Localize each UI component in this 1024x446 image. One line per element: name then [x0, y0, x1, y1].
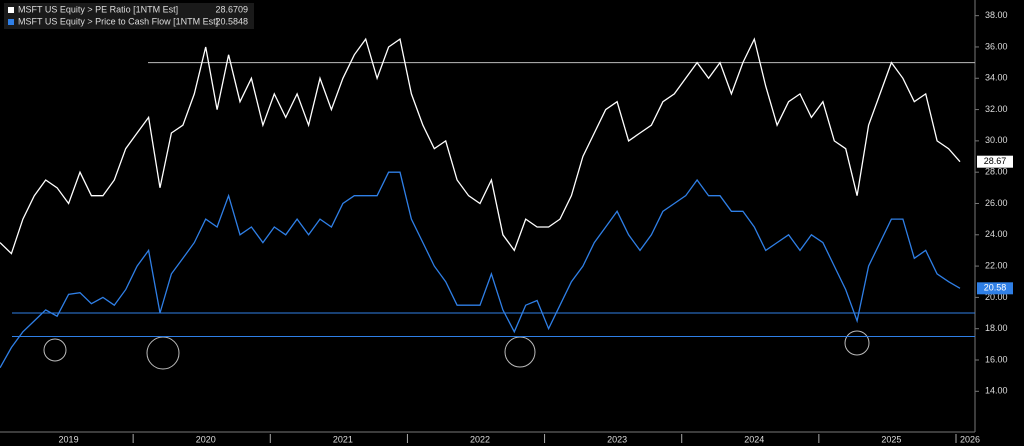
- y-tick-label: 32.00: [985, 104, 1008, 114]
- y-tick-label: 22.00: [985, 260, 1008, 270]
- x-tick-label: 2023: [607, 434, 627, 444]
- legend-box: [4, 3, 254, 29]
- highlight-circle: [43, 338, 67, 362]
- y-tick-label: 16.00: [985, 354, 1008, 364]
- last-value-label: 28.67: [984, 156, 1007, 166]
- x-tick-label: 2022: [470, 434, 490, 444]
- legend-value: 28.6709: [215, 4, 248, 14]
- series-line: [0, 171, 961, 369]
- last-value-label: 20.58: [984, 283, 1007, 293]
- x-tick-label: 2019: [59, 434, 79, 444]
- y-tick-label: 26.00: [985, 198, 1008, 208]
- y-tick-label: 18.00: [985, 323, 1008, 333]
- legend-label: MSFT US Equity > Price to Cash Flow [1NT…: [18, 16, 218, 26]
- highlight-circle: [844, 330, 870, 356]
- y-tick-label: 30.00: [985, 135, 1008, 145]
- y-tick-label: 28.00: [985, 167, 1008, 177]
- x-tick-label: 2020: [196, 434, 216, 444]
- legend-swatch: [8, 19, 14, 25]
- y-tick-label: 24.00: [985, 229, 1008, 239]
- x-tick-label: 2021: [333, 434, 353, 444]
- x-tick-label: 2026: [960, 434, 980, 444]
- legend-value: 20.5848: [215, 16, 248, 26]
- y-tick-label: 14.00: [985, 386, 1008, 396]
- last-value-box: [977, 282, 1013, 295]
- y-tick-label: 20.00: [985, 292, 1008, 302]
- last-value-box: [977, 155, 1013, 168]
- y-tick-label: 38.00: [985, 10, 1008, 20]
- x-tick-label: 2025: [881, 434, 901, 444]
- legend-label: MSFT US Equity > PE Ratio [1NTM Est]: [18, 4, 178, 14]
- series-line: [0, 37, 961, 255]
- legend-swatch: [8, 7, 14, 13]
- x-tick-label: 2024: [744, 434, 764, 444]
- y-tick-label: 34.00: [985, 73, 1008, 83]
- y-tick-label: 36.00: [985, 41, 1008, 51]
